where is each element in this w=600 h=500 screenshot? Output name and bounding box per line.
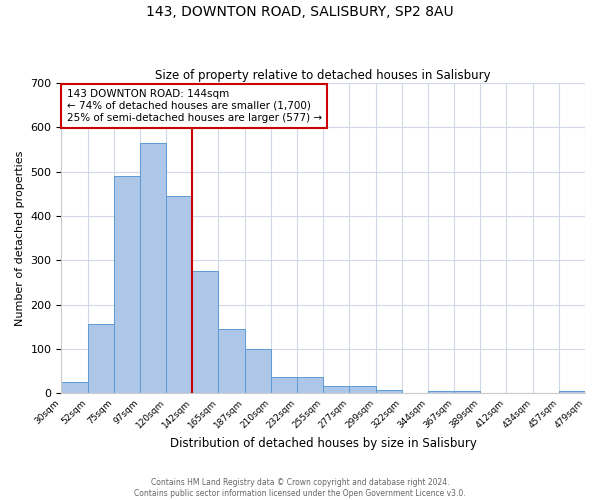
- Bar: [271, 376, 297, 393]
- Bar: [297, 376, 323, 393]
- Text: 143, DOWNTON ROAD, SALISBURY, SP2 8AU: 143, DOWNTON ROAD, SALISBURY, SP2 8AU: [146, 5, 454, 19]
- Bar: [166, 196, 193, 393]
- Bar: [559, 391, 585, 393]
- Bar: [114, 176, 140, 393]
- Bar: [88, 324, 114, 393]
- Bar: [193, 272, 218, 393]
- Bar: [61, 382, 88, 393]
- Bar: [245, 349, 271, 393]
- Y-axis label: Number of detached properties: Number of detached properties: [15, 150, 25, 326]
- Bar: [454, 391, 480, 393]
- Bar: [140, 143, 166, 393]
- Bar: [376, 390, 402, 393]
- Bar: [218, 329, 245, 393]
- Text: 143 DOWNTON ROAD: 144sqm
← 74% of detached houses are smaller (1,700)
25% of sem: 143 DOWNTON ROAD: 144sqm ← 74% of detach…: [67, 90, 322, 122]
- Text: Contains HM Land Registry data © Crown copyright and database right 2024.
Contai: Contains HM Land Registry data © Crown c…: [134, 478, 466, 498]
- Bar: [428, 391, 454, 393]
- X-axis label: Distribution of detached houses by size in Salisbury: Distribution of detached houses by size …: [170, 437, 476, 450]
- Bar: [349, 386, 376, 393]
- Title: Size of property relative to detached houses in Salisbury: Size of property relative to detached ho…: [155, 69, 491, 82]
- Bar: [323, 386, 349, 393]
